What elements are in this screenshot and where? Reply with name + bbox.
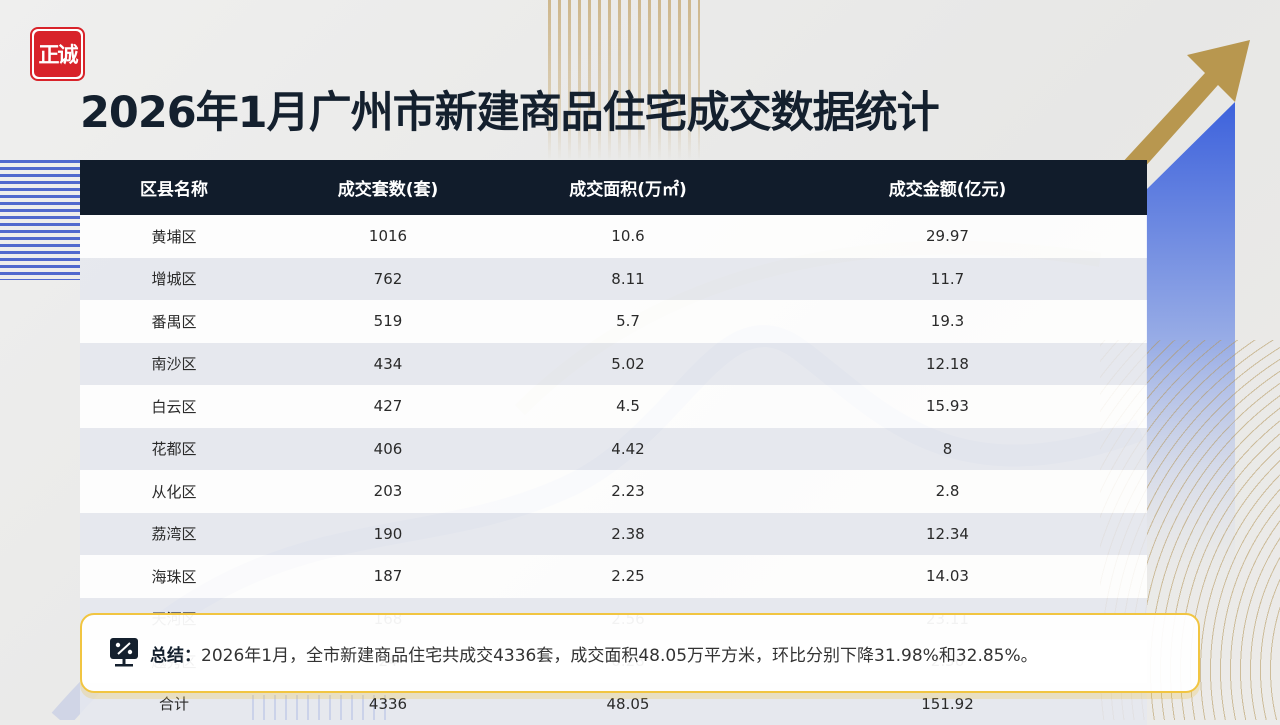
header-amount: 成交金额(亿元): [748, 160, 1147, 215]
cell-area: 2.23: [508, 470, 748, 513]
cell-amount: 15.93: [748, 385, 1147, 428]
cell-amount: 14.03: [748, 555, 1147, 598]
cell-units: 1016: [268, 215, 508, 258]
header-units: 成交套数(套): [268, 160, 508, 215]
cell-units: 519: [268, 300, 508, 343]
cell-district: 南沙区: [80, 343, 268, 386]
summary-label: 总结：: [150, 641, 201, 666]
cell-amount: 8: [748, 428, 1147, 471]
cell-district: 白云区: [80, 385, 268, 428]
cell-area: 8.11: [508, 258, 748, 301]
header-area: 成交面积(万㎡): [508, 160, 748, 215]
cell-amount: 11.7: [748, 258, 1147, 301]
cell-district: 从化区: [80, 470, 268, 513]
cell-area: 4.5: [508, 385, 748, 428]
cell-area: 2.25: [508, 555, 748, 598]
cell-units: 190: [268, 513, 508, 556]
cell-area: 2.38: [508, 513, 748, 556]
cell-amount: 19.3: [748, 300, 1147, 343]
cell-area: 4.42: [508, 428, 748, 471]
summary-box: 总结： 2026年1月，全市新建商品住宅共成交4336套，成交面积48.05万平…: [80, 613, 1200, 693]
page-title: 2026年1月广州市新建商品住宅成交数据统计: [80, 78, 939, 140]
cell-units: 427: [268, 385, 508, 428]
cell-amount: 12.34: [748, 513, 1147, 556]
cell-amount: 2.8: [748, 470, 1147, 513]
cell-district: 海珠区: [80, 555, 268, 598]
cell-district: 花都区: [80, 428, 268, 471]
brand-logo: 正诚: [30, 27, 85, 81]
cell-amount: 29.97: [748, 215, 1147, 258]
cell-amount: 12.18: [748, 343, 1147, 386]
cell-area: 5.7: [508, 300, 748, 343]
header-district: 区县名称: [80, 160, 268, 215]
cell-units: 434: [268, 343, 508, 386]
cell-district: 增城区: [80, 258, 268, 301]
cell-district: 荔湾区: [80, 513, 268, 556]
cell-district: 黄埔区: [80, 215, 268, 258]
logo-text: 正诚: [34, 31, 81, 77]
summary-text: 2026年1月，全市新建商品住宅共成交4336套，成交面积48.05万平方米，环…: [201, 641, 1038, 666]
cell-units: 203: [268, 470, 508, 513]
cell-district: 番禺区: [80, 300, 268, 343]
cell-units: 762: [268, 258, 508, 301]
cell-units: 187: [268, 555, 508, 598]
percent-monitor-icon: [110, 638, 138, 668]
cell-area: 10.6: [508, 215, 748, 258]
table-header-row: 区县名称 成交套数(套) 成交面积(万㎡) 成交金额(亿元): [80, 160, 1147, 215]
cell-area: 5.02: [508, 343, 748, 386]
cell-units: 406: [268, 428, 508, 471]
